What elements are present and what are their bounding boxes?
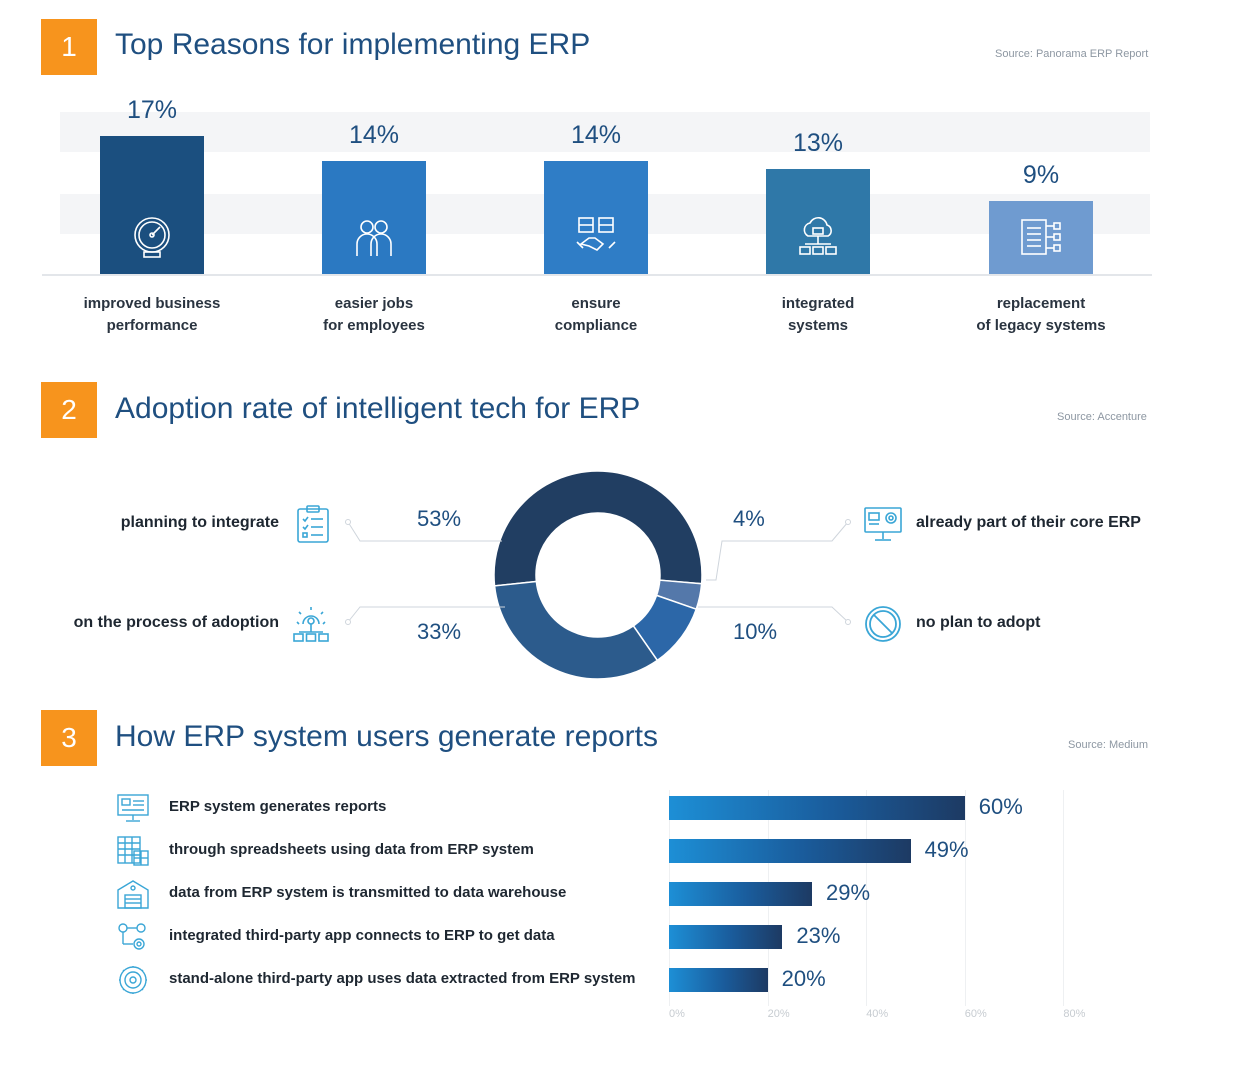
adoption-donut-chart <box>345 470 851 680</box>
reason-bar <box>989 201 1093 274</box>
warehouse-icon <box>115 878 151 910</box>
section-3-number: 3 <box>41 710 97 766</box>
donut-label-adoption: on the process of adoption <box>73 614 279 631</box>
baseline <box>42 274 1152 276</box>
donut-connector-line <box>698 606 849 623</box>
reason-bar-label: easier jobs for employees <box>323 295 425 334</box>
reason-bar <box>544 160 648 274</box>
donut-label-planning: planning to integrate <box>120 514 279 531</box>
section-3-source: Source: Medium <box>1068 739 1149 751</box>
x-tick-label: 80% <box>1063 1008 1086 1020</box>
donut-connector-dot <box>845 619 851 625</box>
donut-connector-dot <box>345 619 351 625</box>
section-2-number: 2 <box>41 382 97 438</box>
donut-connector-line <box>347 606 505 623</box>
section-2-title: Adoption rate of intelligent tech for ER… <box>115 392 641 425</box>
report-bar-value: 49% <box>924 837 969 862</box>
reason-bar-label: ensure compliance <box>554 295 638 334</box>
monitor-gear-icon <box>864 507 902 541</box>
x-gridline <box>866 790 868 1006</box>
report-bar <box>669 882 812 906</box>
donut-connector-dot <box>845 519 851 525</box>
donut-slice <box>493 580 659 680</box>
report-method-label: integrated third-party app connects to E… <box>169 927 555 944</box>
monitor-report-icon <box>115 792 151 824</box>
x-gridline <box>964 790 966 1006</box>
reason-bar <box>766 168 870 274</box>
connection-icon <box>115 921 151 953</box>
report-method-label: data from ERP system is transmitted to d… <box>169 884 567 901</box>
section-3-title: How ERP system users generate reports <box>115 720 659 753</box>
reason-bar-value: 17% <box>126 96 178 125</box>
x-gridline <box>1063 790 1065 1006</box>
reason-bar-label: improved business performance <box>83 295 221 334</box>
report-method-label: ERP system generates reports <box>169 798 387 815</box>
report-bar-value: 60% <box>978 794 1023 819</box>
x-tick-label: 20% <box>767 1008 790 1020</box>
donut-label-no-plan: no plan to adopt <box>916 614 1041 631</box>
report-bar <box>669 839 911 863</box>
report-bar <box>669 968 768 992</box>
report-bar-value: 29% <box>825 880 871 905</box>
spreadsheet-icon <box>115 835 151 867</box>
network-gear-icon <box>293 607 329 642</box>
donut-connector-dot <box>345 519 351 525</box>
report-bar <box>669 925 783 949</box>
reason-bar-value: 14% <box>348 120 400 149</box>
x-tick-label: 0% <box>669 1008 685 1020</box>
reason-bar-label: integrated systems <box>781 295 855 334</box>
report-method-label: stand-alone third-party app uses data ex… <box>169 970 636 987</box>
gear-cycle-icon <box>115 964 151 996</box>
section-2-source: Source: Accenture <box>1057 411 1147 423</box>
x-tick-label: 60% <box>964 1008 987 1020</box>
donut-value-core-erp: 4% <box>733 506 765 531</box>
handshake-icon <box>573 214 619 260</box>
x-tick-label: 40% <box>866 1008 889 1020</box>
speedometer-icon <box>129 214 175 260</box>
reason-bar <box>322 160 426 274</box>
donut-value-no-plan: 10% <box>733 619 778 644</box>
section-1-source: Source: Panorama ERP Report <box>995 48 1149 60</box>
reason-bar <box>100 136 204 274</box>
donut-slice <box>493 470 703 587</box>
reason-bar-value: 13% <box>792 128 844 157</box>
reason-bar-value: 9% <box>1022 161 1060 190</box>
report-bar-value: 23% <box>796 923 841 948</box>
reason-bar-label: replacement of legacy systems <box>976 295 1106 334</box>
donut-connector-line <box>706 521 849 581</box>
background-band <box>60 112 1150 152</box>
report-bar <box>669 796 965 820</box>
employees-icon <box>351 214 397 260</box>
legacy-system-icon <box>1018 214 1064 260</box>
report-method-label: through spreadsheets using data from ERP… <box>169 841 534 858</box>
donut-value-planning: 53% <box>417 506 462 531</box>
cloud-network-icon <box>795 214 841 260</box>
section-1-number: 1 <box>41 19 97 75</box>
reason-bar-value: 14% <box>570 120 622 149</box>
section-1-title: Top Reasons for implementing ERP <box>115 28 591 61</box>
donut-label-core-erp: already part of their core ERP <box>916 514 1141 531</box>
no-entry-icon <box>865 606 901 642</box>
donut-connector-line <box>347 521 502 542</box>
report-bar-value: 20% <box>781 966 826 991</box>
donut-value-adoption: 33% <box>417 619 462 644</box>
clipboard-icon <box>297 505 329 543</box>
